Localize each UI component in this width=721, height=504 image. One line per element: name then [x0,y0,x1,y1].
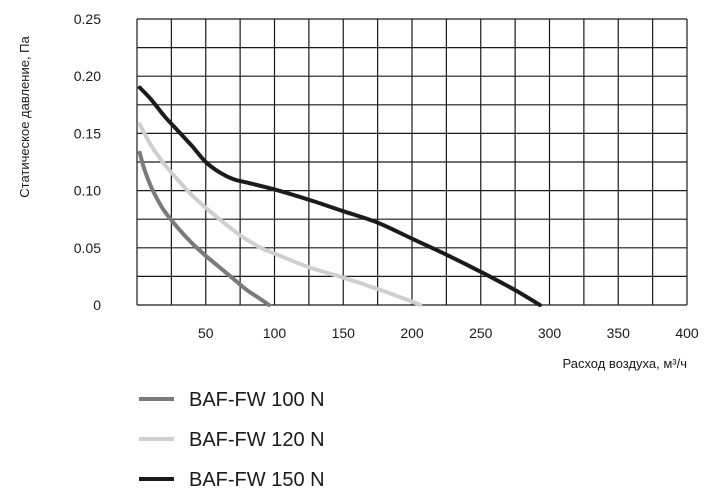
y-tick-label: 0.10 [74,183,101,199]
x-axis-title: Расход воздуха, м³/ч [562,356,687,371]
series-line-3 [137,85,542,307]
x-tick-label: 350 [607,325,631,341]
x-tick-labels: 50 100 150 200 250 300 350 400 [198,325,699,341]
x-tick-label: 400 [675,325,699,341]
y-tick-label: 0.05 [74,240,101,256]
legend-label-3: BAF-FW 150 N [189,469,325,491]
y-axis-title: Статическое давление, Па [17,36,32,198]
y-tick-label: 0.25 [74,11,101,27]
grid [136,18,688,306]
legend-label-1: BAF-FW 100 N [189,389,325,411]
y-tick-labels: 0 0.05 0.10 0.15 0.20 0.25 [74,11,101,313]
y-tick-label: 0.20 [74,68,101,84]
x-tick-label: 50 [198,325,214,341]
legend: BAF-FW 100 N BAF-FW 120 N BAF-FW 150 N [139,389,325,491]
x-tick-label: 300 [538,325,562,341]
y-tick-label: 0 [93,297,101,313]
x-tick-label: 200 [400,325,424,341]
series-line-2 [137,122,423,307]
series-line-1 [137,150,271,307]
x-tick-label: 150 [332,325,356,341]
legend-label-2: BAF-FW 120 N [189,429,325,451]
x-tick-label: 250 [469,325,493,341]
x-tick-label: 100 [263,325,287,341]
y-tick-label: 0.15 [74,125,101,141]
series-lines [137,85,542,307]
